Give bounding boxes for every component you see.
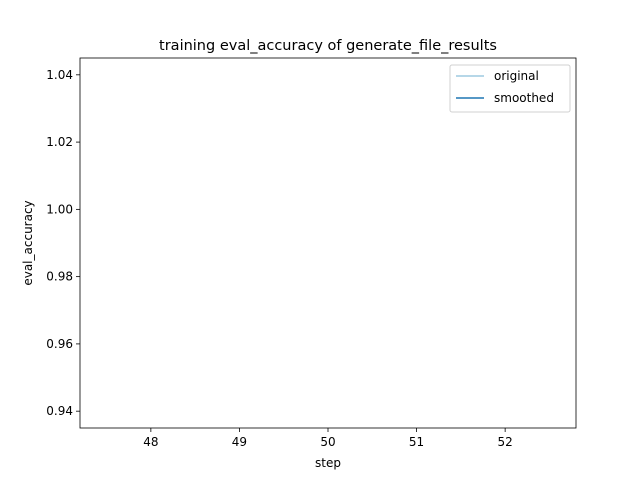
x-tick-label: 52 xyxy=(498,435,513,449)
y-tick-label: 0.98 xyxy=(46,270,73,284)
x-axis-ticks: 48 49 50 51 52 xyxy=(143,428,513,449)
legend-label-smoothed: smoothed xyxy=(494,91,554,105)
y-tick-label: 0.96 xyxy=(46,337,73,351)
y-tick-label: 1.00 xyxy=(46,202,73,216)
chart-title: training eval_accuracy of generate_file_… xyxy=(159,38,497,54)
x-axis-label: step xyxy=(315,456,341,470)
x-tick-label: 49 xyxy=(232,435,247,449)
x-tick-label: 51 xyxy=(409,435,424,449)
legend-label-original: original xyxy=(494,69,539,83)
y-tick-label: 0.94 xyxy=(46,404,73,418)
y-axis-label: eval_accuracy xyxy=(21,200,35,285)
y-tick-label: 1.02 xyxy=(46,135,73,149)
y-tick-label: 1.04 xyxy=(46,68,73,82)
plot-area xyxy=(79,57,577,429)
legend: original smoothed xyxy=(449,64,571,113)
x-tick-label: 48 xyxy=(143,435,158,449)
x-tick-label: 50 xyxy=(320,435,335,449)
y-axis-ticks: 0.94 0.96 0.98 1.00 1.02 1.04 xyxy=(46,68,80,418)
